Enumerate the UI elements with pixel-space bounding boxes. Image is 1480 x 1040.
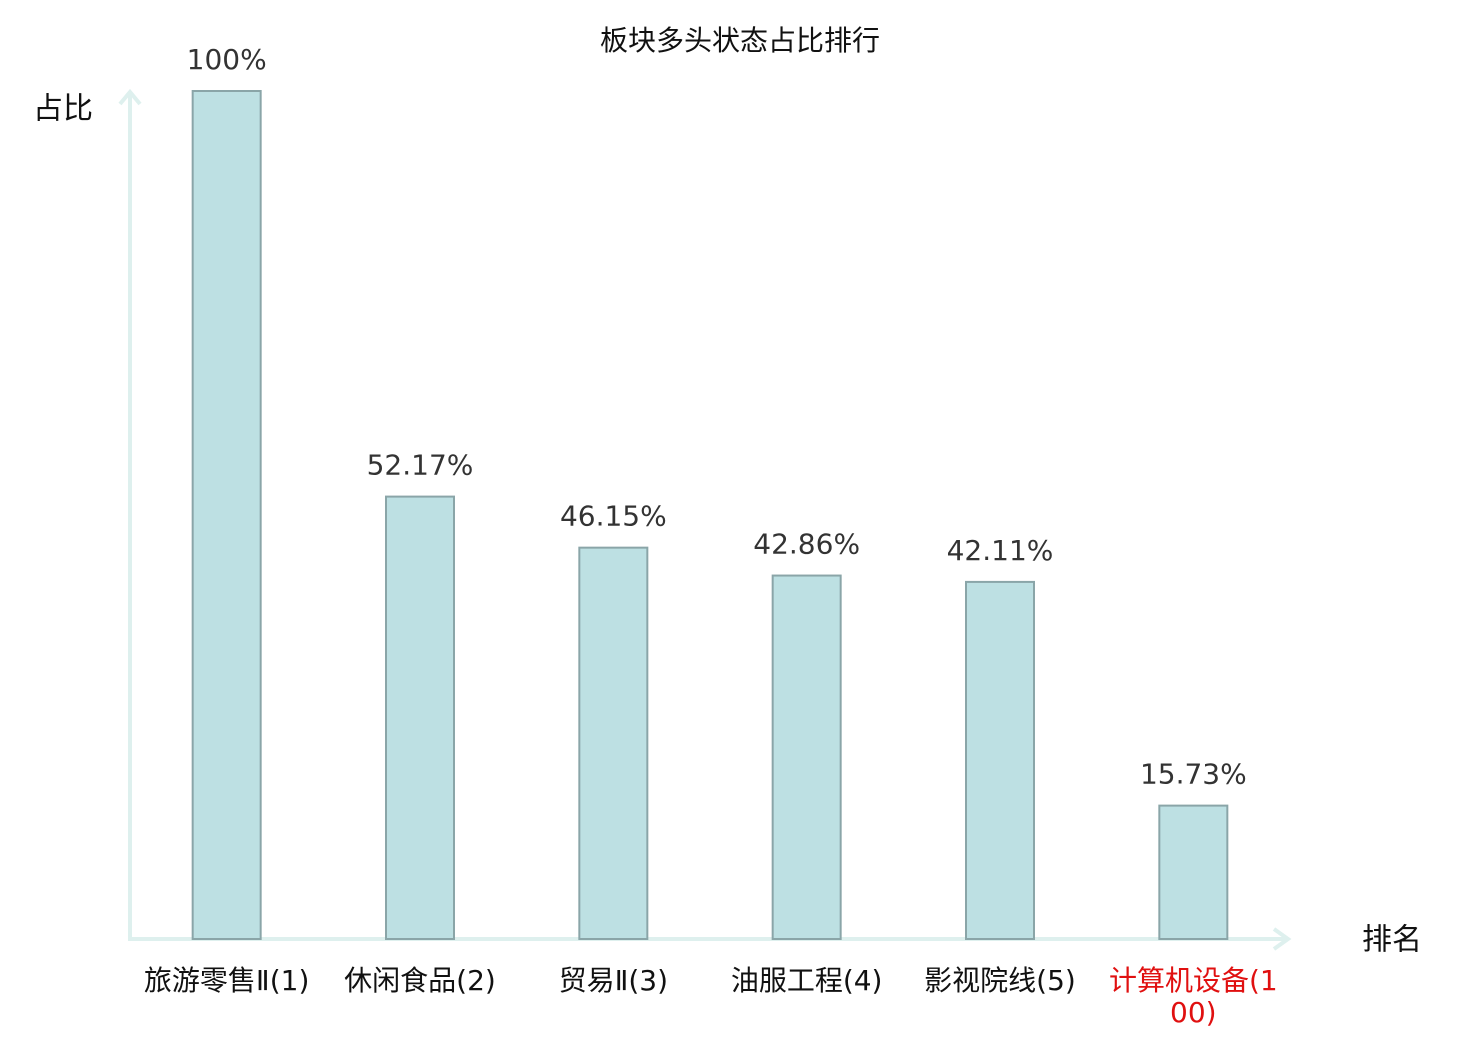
chart-title: 板块多头状态占比排行 <box>600 24 880 57</box>
value-label: 52.17% <box>367 449 474 482</box>
x-tick-label: 计算机设备(100) <box>1108 964 1278 1029</box>
x-tick-label: 油服工程(4) <box>730 964 883 997</box>
bar <box>578 546 649 940</box>
bar <box>965 580 1035 941</box>
bar <box>191 90 262 940</box>
y-axis-label: 占比 <box>33 92 93 127</box>
value-label: 100% <box>187 43 267 76</box>
bar <box>1158 804 1229 941</box>
x-tick-label: 贸易Ⅱ(3) <box>558 964 669 997</box>
x-tick-label: 影视院线(5) <box>924 964 1076 997</box>
value-label: 42.11% <box>947 534 1054 567</box>
x-arrow <box>1272 927 1292 951</box>
x-axis-label: 排名 <box>1362 923 1422 958</box>
x-tick-label: 旅游零售Ⅱ(1) <box>143 964 310 997</box>
bar <box>771 574 842 940</box>
value-label: 42.86% <box>753 528 860 561</box>
bar <box>385 495 455 940</box>
y-arrow <box>118 88 142 106</box>
value-label: 46.15% <box>560 500 667 533</box>
value-label: 15.73% <box>1140 758 1247 791</box>
axes <box>118 88 1292 951</box>
x-tick-label: 休闲食品(2) <box>344 964 496 997</box>
